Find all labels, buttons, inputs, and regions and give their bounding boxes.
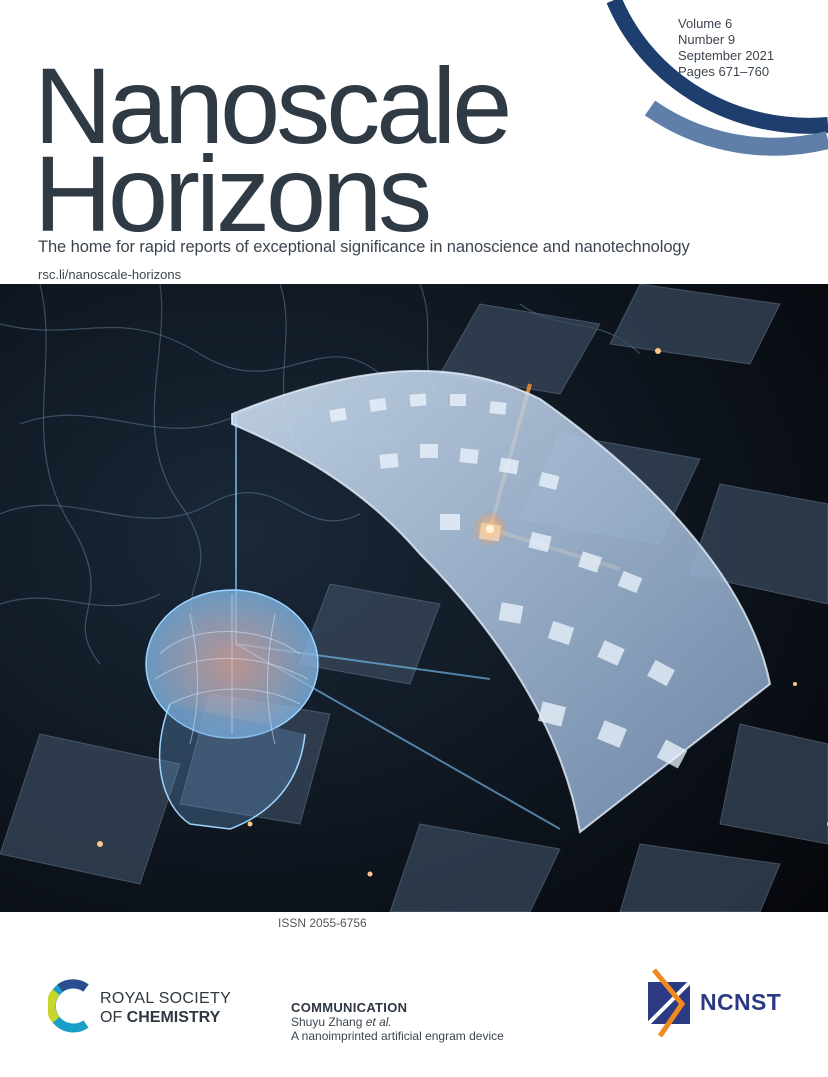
issue-number: Number 9: [678, 32, 736, 47]
ncnst-name: NCNST: [700, 989, 782, 1015]
article-author-suffix: et al.: [365, 1015, 392, 1029]
journal-title-line1: Nanoscale: [34, 45, 512, 166]
article-type: COMMUNICATION: [291, 1000, 408, 1015]
journal-url: rsc.li/nanoscale-horizons: [38, 267, 182, 282]
brain-head-wireframe: [145, 589, 319, 830]
rsc-name-line2: OF CHEMISTRY: [100, 1009, 220, 1027]
sparkles: [97, 348, 828, 877]
article-author: Shuyu Zhang: [291, 1015, 363, 1029]
issue-arc-graphic: [606, 0, 828, 156]
article-title: A nanoimprinted artificial engram device: [291, 1029, 504, 1043]
article-author-line: Shuyu Zhang et al.: [291, 1015, 392, 1029]
issue-pages: Pages 671–760: [678, 64, 770, 79]
rsc-name-line1: ROYAL SOCIETY: [100, 990, 232, 1007]
rsc-ring-icon: [48, 979, 89, 1033]
flexible-sheet: [231, 369, 772, 834]
rsc-line2-prefix: OF: [100, 1009, 127, 1026]
ncnst-emblem-icon: [646, 968, 692, 1038]
issue-volume: Volume 6: [678, 16, 733, 31]
journal-tagline: The home for rapid reports of exceptiona…: [38, 238, 690, 256]
rsc-line2-bold: CHEMISTRY: [126, 1009, 221, 1026]
issn-number: ISSN 2055-6756: [278, 916, 367, 930]
journal-title-line2: Horizons: [34, 133, 432, 254]
issue-info: Volume 6 Number 9 September 2021 Pages 6…: [678, 16, 774, 80]
issue-date: September 2021: [678, 48, 775, 63]
cover-art-illustration: [0, 284, 828, 912]
